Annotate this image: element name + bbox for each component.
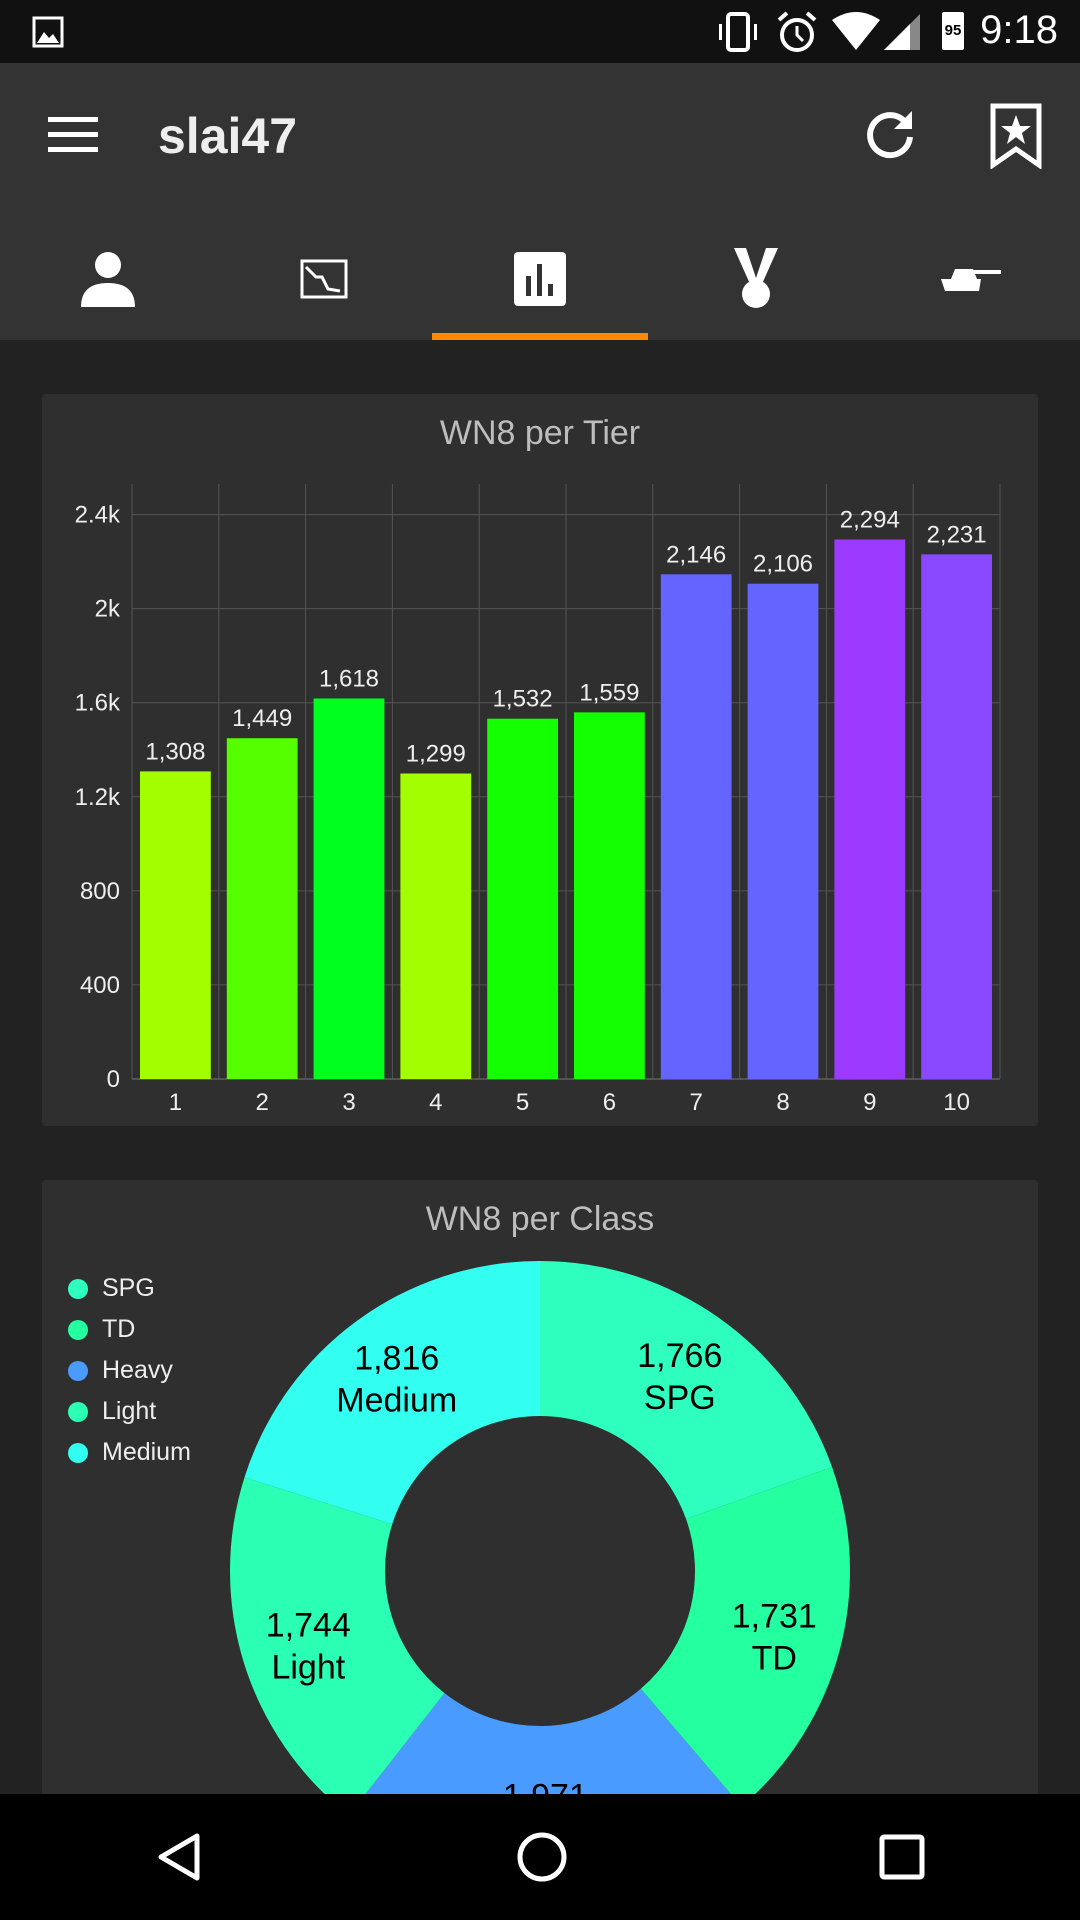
bar-value-label: 1,618: [319, 665, 379, 692]
legend-swatch: [68, 1278, 88, 1299]
bar: [574, 712, 645, 1079]
graph-icon: [300, 259, 348, 299]
x-tick-label: 10: [943, 1089, 970, 1116]
signal-icon: [884, 14, 920, 50]
chart-title: WN8 per Class: [425, 1200, 655, 1238]
legend-item: Heavy: [68, 1350, 191, 1391]
legend-label: Medium: [102, 1438, 191, 1466]
slice-value-label: 1,744: [266, 1607, 351, 1645]
bar: [660, 574, 732, 1079]
y-tick-label: 2k: [95, 596, 121, 623]
pie-slice-light: [229, 1477, 445, 1816]
x-tick-label: 7: [690, 1089, 703, 1116]
status-time: 9:18: [980, 8, 1058, 52]
tab-bar: [0, 218, 1080, 340]
recents-icon[interactable]: [879, 1834, 925, 1880]
slice-category-label: Light: [271, 1649, 345, 1687]
home-icon[interactable]: [516, 1831, 568, 1883]
alarm-icon: [777, 11, 817, 52]
slice-value-label: 1,816: [354, 1339, 439, 1377]
tank-icon: [941, 269, 1001, 291]
refresh-icon[interactable]: [862, 107, 918, 163]
bar-value-label: 2,146: [666, 541, 726, 568]
slice-category-label: TD: [752, 1639, 797, 1677]
slice-value-label: 1,766: [637, 1337, 722, 1375]
legend-item: TD: [68, 1309, 191, 1350]
bar-value-label: 2,106: [753, 551, 813, 578]
y-tick-label: 2.4k: [75, 502, 121, 529]
pie-slice-spg: [540, 1261, 833, 1520]
bar-value-label: 2,231: [927, 521, 987, 548]
pie-slice-td: [640, 1467, 850, 1807]
bar-value-label: 2,294: [840, 507, 900, 534]
tab-profile[interactable]: [0, 218, 216, 340]
menu-icon[interactable]: [48, 115, 98, 155]
tab-graphs[interactable]: [216, 218, 432, 340]
legend-item: SPG: [68, 1268, 191, 1309]
bar: [487, 718, 558, 1079]
bar-value-label: 1,308: [145, 738, 205, 765]
tab-tanks[interactable]: [864, 218, 1080, 340]
wn8-per-class-card: WN8 per Class 1,766SPG1,731TD1,971Heavy1…: [42, 1180, 1038, 1880]
image-icon: [32, 16, 64, 48]
slice-value-label: 1,731: [732, 1597, 817, 1635]
bar-chart-icon: [514, 252, 566, 306]
slice-category-label: SPG: [644, 1379, 716, 1417]
slice-category-label: Medium: [336, 1381, 457, 1419]
bookmark-star-icon[interactable]: [990, 103, 1042, 169]
legend-swatch: [68, 1401, 88, 1422]
x-tick-label: 3: [342, 1089, 355, 1116]
back-icon[interactable]: [155, 1832, 205, 1882]
pie-slice-medium: [244, 1261, 541, 1525]
bar: [226, 738, 298, 1079]
battery-icon: 95: [942, 12, 964, 50]
y-tick-label: 0: [107, 1066, 120, 1093]
medal-icon: [734, 248, 778, 308]
bar: [140, 771, 211, 1079]
tab-charts[interactable]: [432, 218, 648, 340]
wn8-per-tier-chart: 0 400 800 1.2k 1.6k 2k 2.4k 1,308 1 1,449 2 1,618 3 1…: [75, 484, 1001, 1116]
legend-label: TD: [102, 1315, 136, 1343]
bar-value-label: 1,299: [406, 741, 466, 768]
app-bar: slai47: [0, 63, 1080, 340]
x-tick-label: 1: [169, 1089, 182, 1116]
legend-label: Light: [102, 1397, 157, 1425]
wn8-per-class-chart: 1,766SPG1,731TD1,971Heavy1,744Light1,816…: [229, 1261, 850, 1880]
y-tick-label: 800: [80, 878, 120, 905]
legend-swatch: [68, 1319, 88, 1340]
legend-item: Light: [68, 1391, 191, 1432]
y-tick-label: 400: [80, 972, 120, 999]
bar: [313, 698, 385, 1079]
x-tick-label: 8: [776, 1089, 789, 1116]
x-tick-label: 2: [256, 1089, 269, 1116]
navigation-bar: [0, 1794, 1080, 1920]
bar: [747, 583, 819, 1079]
legend-swatch: [68, 1360, 88, 1381]
x-tick-label: 4: [429, 1089, 442, 1116]
page-title: slai47: [158, 108, 298, 164]
bar-value-label: 1,449: [232, 705, 292, 732]
legend-label: Heavy: [102, 1356, 173, 1384]
wifi-icon: [832, 12, 880, 50]
x-tick-label: 9: [863, 1089, 876, 1116]
y-tick-label: 1.6k: [75, 690, 121, 717]
bar: [921, 554, 992, 1079]
person-icon: [81, 252, 135, 307]
status-bar: 95 9:18: [0, 0, 1080, 63]
x-tick-label: 5: [516, 1089, 529, 1116]
vibrate-icon: [719, 12, 757, 52]
legend-swatch: [68, 1442, 88, 1463]
chart-legend: SPG TD Heavy Light Medium: [68, 1268, 191, 1473]
wn8-per-tier-card: WN8 per Tier 0 400 800 1.2k 1.6k 2k 2.4k 1,308 1…: [42, 394, 1038, 1126]
legend-item: Medium: [68, 1432, 191, 1473]
bar: [400, 773, 472, 1079]
y-tick-label: 1.2k: [75, 784, 121, 811]
bar: [834, 539, 906, 1079]
bar-value-label: 1,559: [579, 679, 639, 706]
chart-title: WN8 per Tier: [439, 414, 641, 452]
bar-value-label: 1,532: [493, 686, 553, 713]
legend-label: SPG: [102, 1274, 155, 1302]
tab-achievements[interactable]: [648, 218, 864, 340]
x-tick-label: 6: [603, 1089, 616, 1116]
